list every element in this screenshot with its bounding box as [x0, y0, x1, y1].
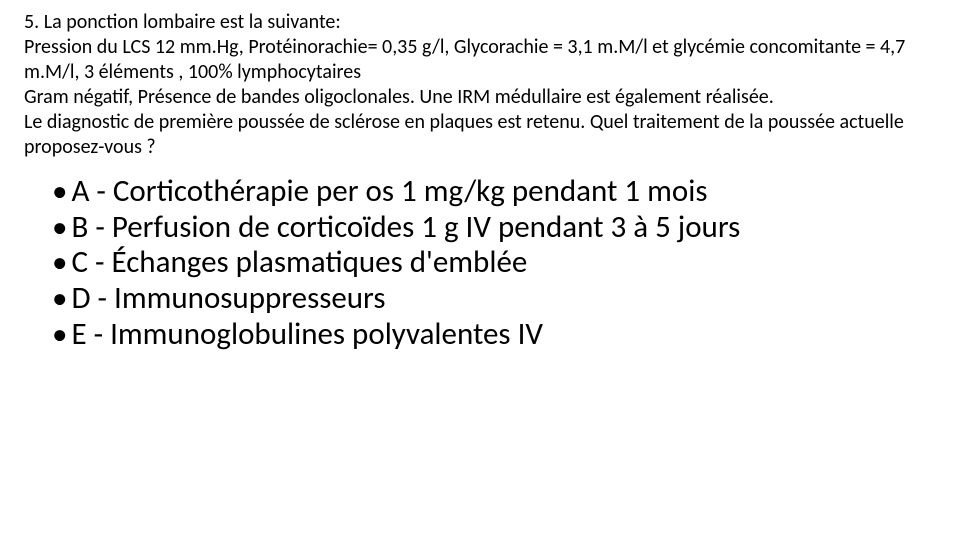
- answer-item-a: • A - Corticothérapie per os 1 mg/kg pen…: [52, 174, 940, 210]
- bullet-icon: •: [52, 210, 67, 246]
- answer-item-b: • B - Perfusion de corticoïdes 1 g IV pe…: [52, 210, 940, 246]
- question-block: 5. La ponction lombaire est la suivante:…: [24, 10, 940, 160]
- answer-text: E - Immunoglobulines polyvalentes IV: [71, 317, 940, 353]
- answer-list: • A - Corticothérapie per os 1 mg/kg pen…: [24, 174, 940, 352]
- question-line-3: Gram négatif, Présence de bandes oligocl…: [24, 85, 940, 110]
- answer-item-e: • E - Immunoglobulines polyvalentes IV: [52, 317, 940, 353]
- answer-text: C - Échanges plasmatiques d'emblée: [71, 245, 940, 281]
- bullet-icon: •: [52, 245, 67, 281]
- answer-item-d: • D - Immunosuppresseurs: [52, 281, 940, 317]
- bullet-icon: •: [52, 281, 67, 317]
- answer-text: A - Corticothérapie per os 1 mg/kg penda…: [71, 174, 940, 210]
- question-line-1: 5. La ponction lombaire est la suivante:: [24, 10, 940, 35]
- answer-text: D - Immunosuppresseurs: [71, 281, 940, 317]
- bullet-icon: •: [52, 317, 67, 353]
- answer-text: B - Perfusion de corticoïdes 1 g IV pend…: [71, 210, 940, 246]
- question-line-4: Le diagnostic de première poussée de scl…: [24, 110, 940, 160]
- bullet-icon: •: [52, 174, 67, 210]
- question-line-2: Pression du LCS 12 mm.Hg, Protéinorachie…: [24, 35, 940, 85]
- slide: 5. La ponction lombaire est la suivante:…: [0, 0, 960, 540]
- answer-item-c: • C - Échanges plasmatiques d'emblée: [52, 245, 940, 281]
